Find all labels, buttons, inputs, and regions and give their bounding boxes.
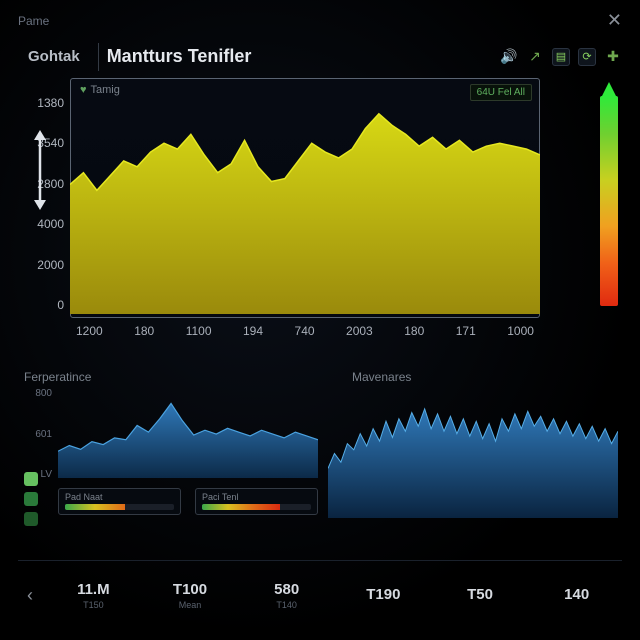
ytick: 4000 [24,217,64,231]
xtick: 1200 [76,324,103,338]
stat-value: T190 [338,586,429,603]
stat-label: T140 [241,600,332,610]
refresh-icon[interactable]: ⟳ [578,48,596,66]
app-name: Pame [18,14,49,28]
ytick: 1380 [24,96,64,110]
stat-label: Mean [145,600,236,610]
mavenares-title: Mavenares [352,370,411,384]
bottom-stats: ‹ 11.M T150 T100 Mean 580 T140 T190 T50 … [18,560,622,620]
stat-value: 580 [241,581,332,598]
xtick: 740 [295,324,315,338]
xtick: 171 [456,324,476,338]
close-icon[interactable]: ✕ [607,10,622,31]
meter-2-label: Paci Tenl [202,492,311,502]
header-icons: 🔊 ↗ ▤ ⟳ ✚ [500,48,622,66]
stat-value: 140 [531,586,622,603]
meter-2[interactable]: Paci Tenl [195,488,318,515]
stat-label: T150 [48,600,139,610]
header: Gohtak Mantturs Tenifler 🔊 ↗ ▤ ⟳ ✚ [0,42,640,71]
xtick: 2003 [346,324,373,338]
stat-3[interactable]: 580 T140 [241,581,332,610]
legend-dot-2[interactable] [24,492,38,506]
xtick: 180 [134,324,154,338]
mavenares-svg [328,388,618,520]
mavenares-panel: Mavenares [328,372,622,532]
stat-5[interactable]: T50 [435,586,526,605]
sort-arrow-icon[interactable] [30,130,50,210]
main-chart-xaxis: 1200 180 1100 194 740 2003 180 171 1000 [70,324,540,338]
mini-yaxis: 800 601 LV [18,388,52,480]
chevron-left-icon[interactable]: ‹ [18,576,42,616]
xtick: 180 [404,324,424,338]
divider [98,43,99,71]
stat-6[interactable]: 140 [531,586,622,605]
xtick: 194 [243,324,263,338]
performance-title: Ferperatince [24,370,91,384]
stat-value: T100 [145,581,236,598]
xtick: 1100 [186,324,212,338]
ytick: 2000 [24,258,64,272]
ytick: 0 [24,298,64,312]
sound-icon[interactable]: 🔊 [500,48,518,66]
stat-4[interactable]: T190 [338,586,429,605]
legend-dot-3[interactable] [24,512,38,526]
mini-ytick: 800 [18,388,52,399]
colorbar[interactable] [600,96,618,306]
mavenares-chart[interactable] [328,388,622,520]
stat-value: T50 [435,586,526,603]
plus-icon[interactable]: ✚ [604,48,622,66]
meter-1-label: Pad Naat [65,492,174,502]
stat-value: 11.M [48,581,139,598]
stat-2[interactable]: T100 Mean [145,581,236,610]
legend-icons [24,472,38,526]
main-chart[interactable]: ♥ Tamig 64U Fel All [70,78,540,318]
page-title: Mantturs Tenifler [107,46,252,67]
xtick: 1000 [507,324,534,338]
legend-dot-1[interactable] [24,472,38,486]
tab-gohtak[interactable]: Gohtak [18,42,90,71]
performance-chart[interactable] [58,388,318,480]
main-chart-svg [70,78,540,318]
doc-icon[interactable]: ▤ [552,48,570,66]
share-icon[interactable]: ↗ [526,48,544,66]
mini-ytick: 601 [18,429,52,440]
meters: Pad Naat Paci Tenl [58,488,318,515]
performance-svg [58,388,318,480]
performance-panel: Ferperatince 800 601 LV Pa [18,372,318,532]
stat-1[interactable]: 11.M T150 [48,581,139,610]
meter-1[interactable]: Pad Naat [58,488,181,515]
